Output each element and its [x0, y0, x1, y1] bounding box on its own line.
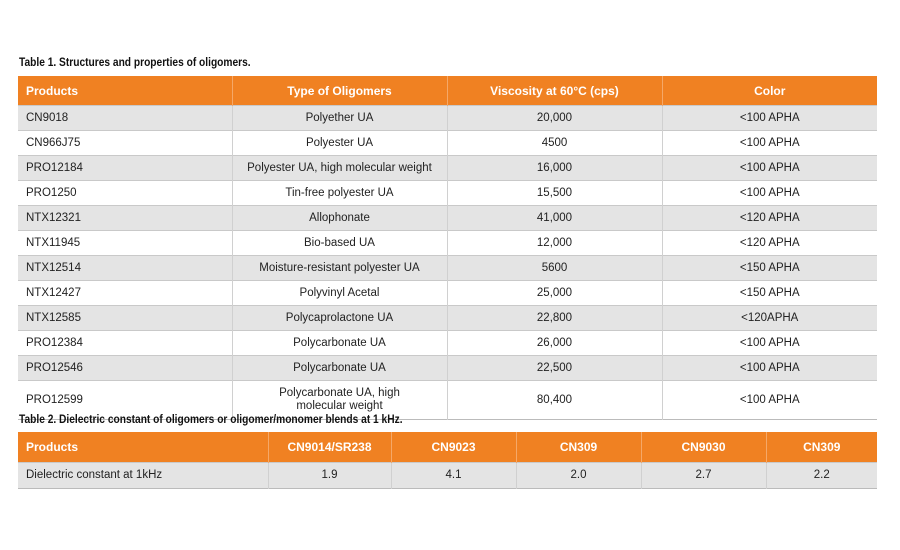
column-header: Products [18, 76, 232, 106]
oligomer-properties-table: Products Type of Oligomers Viscosity at 60… [18, 76, 877, 420]
table-cell: Polycarbonate UA, high molecular weight [231, 380, 447, 420]
table-cell: <150 APHA [661, 255, 877, 281]
table-cell: Allophonate [231, 205, 447, 231]
table-cell: <100 APHA [661, 180, 877, 206]
table-cell: Polycaprolactone UA [231, 305, 447, 331]
table-cell: PRO12599 [18, 380, 232, 420]
table-cell: 4.1 [390, 462, 516, 489]
table-cell: <150 APHA [661, 280, 877, 306]
column-header: CN309 [765, 432, 877, 463]
table-cell: 2.0 [515, 462, 641, 489]
table-row: NTX12514 Moisture-resistant polyester UA 5… [18, 255, 877, 281]
table-cell: PRO12184 [18, 155, 232, 181]
table-cell: 25,000 [446, 280, 662, 306]
table-row: PRO12384 Polycarbonate UA 26,000 <100 APHA [18, 330, 877, 356]
column-header: Products [18, 432, 268, 463]
table-cell: 2.2 [765, 462, 877, 489]
table-cell: 4500 [446, 130, 662, 156]
table-cell: <100 APHA [661, 330, 877, 356]
table-cell: NTX12427 [18, 280, 232, 306]
table-cell: <120 APHA [661, 230, 877, 256]
table-cell: PRO1250 [18, 180, 232, 206]
table-cell: 1.9 [267, 462, 391, 489]
table-cell: Tin-free polyester UA [231, 180, 447, 206]
table-cell: 41,000 [446, 205, 662, 231]
table-cell: 15,500 [446, 180, 662, 206]
column-header: CN9014/SR238 [267, 432, 391, 463]
table-cell: Bio-based UA [231, 230, 447, 256]
table-cell: 22,500 [446, 355, 662, 381]
table-cell: 5600 [446, 255, 662, 281]
table-cell: <120 APHA [661, 205, 877, 231]
table-cell: Polyester UA, high molecular weight [231, 155, 447, 181]
table-cell: <100 APHA [661, 130, 877, 156]
table-cell: Polyester UA [231, 130, 447, 156]
table-cell: <100 APHA [661, 105, 877, 131]
table-cell: CN9018 [18, 105, 232, 131]
table-row: PRO12184 Polyester UA, high molecular wei… [18, 155, 877, 181]
table-cell: <100 APHA [661, 380, 877, 420]
column-header: CN9030 [640, 432, 766, 463]
table1-title: Table 1. Structures and properties of ol… [19, 55, 251, 69]
table-cell: <120APHA [661, 305, 877, 331]
table-cell: 26,000 [446, 330, 662, 356]
table-cell: NTX12514 [18, 255, 232, 281]
table-cell: Polyether UA [231, 105, 447, 131]
table-cell: Moisture-resistant polyester UA [231, 255, 447, 281]
table-cell: Dielectric constant at 1kHz [18, 462, 268, 489]
table-cell: CN966J75 [18, 130, 232, 156]
table-cell: PRO12546 [18, 355, 232, 381]
table-cell: 80,400 [446, 380, 662, 420]
table-row: PRO1250 Tin-free polyester UA 15,500 <100 A… [18, 180, 877, 206]
table-cell: 2.7 [640, 462, 766, 489]
table2-title: Table 2. Dielectric constant of oligomer… [19, 412, 403, 426]
table-row: NTX12427 Polyvinyl Acetal 25,000 <150 APHA [18, 280, 877, 306]
table-row: NTX11945 Bio-based UA 12,000 <120 APHA [18, 230, 877, 256]
column-header: CN9023 [390, 432, 516, 463]
table-cell: NTX12321 [18, 205, 232, 231]
column-header: Viscosity at 60°C (cps) [446, 76, 662, 106]
column-header: Type of Oligomers [231, 76, 447, 106]
table-row: Dielectric constant at 1kHz 1.9 4.1 2.0 2.7 2… [18, 462, 877, 489]
table-cell: Polycarbonate UA [231, 355, 447, 381]
table-cell: 16,000 [446, 155, 662, 181]
table-row: NTX12321 Allophonate 41,000 <120 APHA [18, 205, 877, 231]
column-header: Color [661, 76, 877, 106]
table-row: CN9018 Polyether UA 20,000 <100 APHA [18, 105, 877, 131]
table-row: NTX12585 Polycaprolactone UA 22,800 <120APH… [18, 305, 877, 331]
table-cell: NTX12585 [18, 305, 232, 331]
table-row: PRO12599 Polycarbonate UA, high molecular… [18, 380, 877, 420]
dielectric-constant-table: Products CN9014/SR238 CN9023 CN309 CN9030 CN3… [18, 432, 877, 489]
column-header: CN309 [515, 432, 641, 463]
table-cell: Polycarbonate UA [231, 330, 447, 356]
table-cell: 22,800 [446, 305, 662, 331]
table-cell: Polyvinyl Acetal [231, 280, 447, 306]
table-cell: NTX11945 [18, 230, 232, 256]
table-cell: <100 APHA [661, 155, 877, 181]
table-cell: PRO12384 [18, 330, 232, 356]
table-row: PRO12546 Polycarbonate UA 22,500 <100 APHA [18, 355, 877, 381]
table-cell: 20,000 [446, 105, 662, 131]
table-cell: 12,000 [446, 230, 662, 256]
table-row: CN966J75 Polyester UA 4500 <100 APHA [18, 130, 877, 156]
table-cell: <100 APHA [661, 355, 877, 381]
